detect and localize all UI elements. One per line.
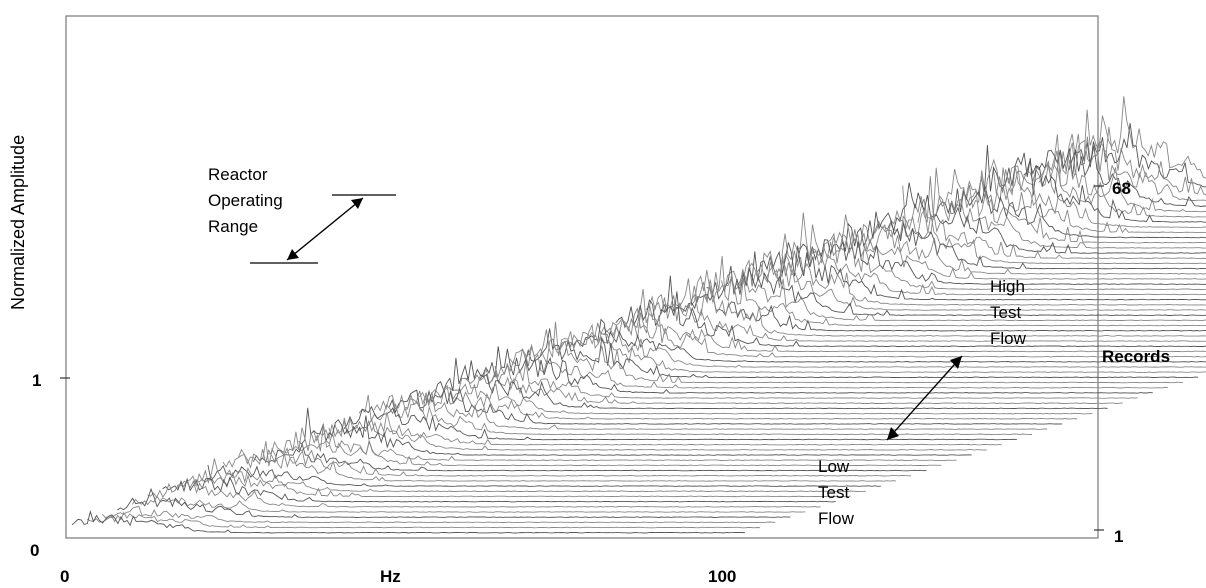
record-trace <box>268 423 942 467</box>
record-trace <box>796 239 1206 285</box>
record-trace <box>147 480 821 508</box>
record-trace <box>71 510 746 534</box>
high-flow-label-1: High <box>990 277 1025 296</box>
record-trace <box>600 305 1206 353</box>
record-trace <box>192 467 866 493</box>
low-flow-label-2: Test <box>818 483 849 502</box>
record-trace <box>222 441 897 482</box>
record-trace <box>736 250 1206 306</box>
record-trace <box>841 211 1206 270</box>
record-trace <box>615 291 1206 348</box>
reactor-range-label-2: Operating <box>208 191 283 210</box>
record-trace <box>1053 126 1206 196</box>
record-trace <box>992 160 1206 218</box>
plot-frame <box>65 15 1099 539</box>
record-trace <box>1068 123 1206 188</box>
record-trace <box>675 256 1206 327</box>
low-flow-label-3: Flow <box>818 509 855 528</box>
record-trace <box>132 495 806 513</box>
record-trace <box>827 214 1206 275</box>
record-trace <box>283 432 957 461</box>
record-trace <box>1083 96 1206 179</box>
record-trace <box>932 185 1206 239</box>
reactor-range-arrow <box>286 197 364 261</box>
record-trace <box>947 167 1206 234</box>
record-trace <box>237 447 912 477</box>
record-trace <box>343 405 1017 441</box>
record-trace <box>917 167 1206 244</box>
record-trace <box>464 362 1138 399</box>
record-trace <box>162 476 836 503</box>
record-trace <box>1008 134 1206 213</box>
y-tick-1: 1 <box>32 371 41 390</box>
x-tick-0: 0 <box>60 567 69 586</box>
record-trace <box>509 338 1184 384</box>
record-trace <box>539 321 1206 373</box>
x-tick-100: 100 <box>708 567 736 586</box>
reactor-range-label-1: Reactor <box>208 165 268 184</box>
record-trace <box>373 392 1048 430</box>
record-trace <box>494 343 1168 389</box>
record-trace <box>690 270 1206 322</box>
record-trace <box>585 312 1206 358</box>
record-trace <box>434 357 1108 410</box>
record-trace <box>781 212 1206 291</box>
z-tick-68: 68 <box>1112 179 1131 198</box>
x-label: Hz <box>380 567 401 586</box>
record-trace <box>857 214 1206 265</box>
record-trace <box>977 145 1206 223</box>
record-trace <box>117 487 791 518</box>
record-trace <box>570 318 1206 363</box>
record-trace <box>766 247 1206 296</box>
record-trace <box>962 158 1206 228</box>
record-trace <box>449 369 1123 404</box>
record-trace <box>660 275 1206 332</box>
y-tick-0: 0 <box>30 541 39 560</box>
record-trace <box>555 323 1206 368</box>
low-flow-label-1: Low <box>818 457 850 476</box>
record-trace <box>298 407 972 456</box>
record-trace <box>252 443 927 472</box>
record-trace <box>751 242 1206 301</box>
record-trace <box>101 505 776 524</box>
z-tick-1: 1 <box>1114 527 1123 546</box>
record-trace <box>328 412 1002 446</box>
record-trace <box>388 387 1063 425</box>
record-trace <box>872 208 1206 259</box>
record-trace <box>887 182 1206 254</box>
record-trace <box>358 394 1033 436</box>
record-trace <box>902 176 1206 249</box>
flow-arrow <box>886 355 963 441</box>
record-trace <box>207 464 881 487</box>
reactor-range-label-3: Range <box>208 217 258 236</box>
record-trace <box>706 265 1206 316</box>
record-trace <box>1023 146 1206 207</box>
z-axis-label: Records <box>1102 347 1170 366</box>
record-trace <box>721 259 1206 311</box>
record-trace <box>479 346 1153 394</box>
y-axis-label: Normalized Amplitude <box>8 135 28 310</box>
record-trace <box>811 231 1206 280</box>
record-trace <box>404 384 1078 420</box>
record-trace <box>419 383 1093 415</box>
record-trace <box>313 417 987 451</box>
trace-group <box>71 96 1206 534</box>
record-trace <box>86 511 761 529</box>
high-flow-label-2: Test <box>990 303 1021 322</box>
record-trace <box>1038 139 1206 202</box>
record-trace <box>524 328 1199 379</box>
high-flow-label-3: Flow <box>990 329 1027 348</box>
record-trace <box>630 288 1206 342</box>
record-trace <box>645 279 1206 337</box>
record-trace <box>177 458 851 498</box>
